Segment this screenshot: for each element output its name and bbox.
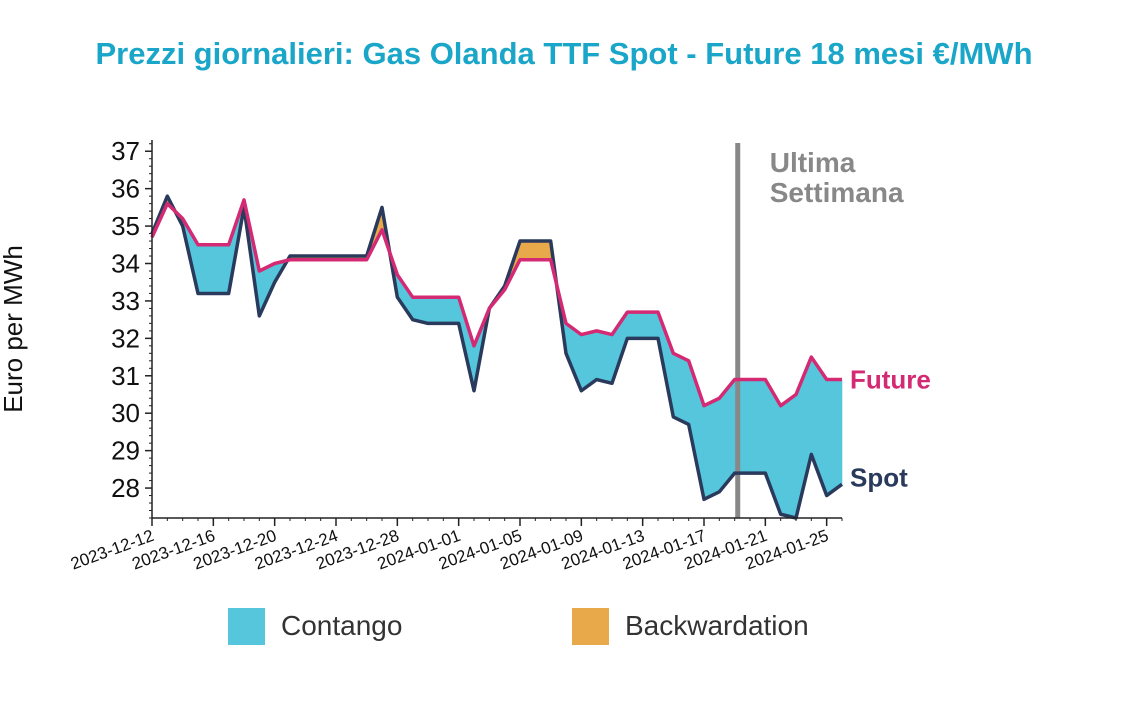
y-tick-label: 32 [111,323,140,353]
y-tick-label: 34 [111,249,140,279]
y-tick-label: 35 [111,211,140,241]
legend-swatch-backwardation [572,607,609,645]
contango-area [397,273,413,321]
contango-area [596,330,613,384]
legend-item-contango: Contango [228,607,403,645]
axes: 282930313233343536372023-12-122023-12-16… [68,136,843,574]
future-line [150,198,842,408]
y-tick-label: 37 [111,136,140,166]
y-tick-label: 33 [111,286,140,316]
contango-area [673,352,689,425]
y-tick-label: 36 [111,174,140,204]
backwardation-area [519,240,536,261]
contango-area [443,296,459,324]
contango-area [197,244,214,294]
contango-area [795,356,812,519]
series-lines [150,194,844,520]
legend-label-backwardation: Backwardation [625,610,809,641]
legend-item-backwardation: Backwardation [572,607,809,645]
contango-area [780,393,797,519]
contango-area [427,296,444,324]
contango-area [642,311,659,339]
legend-label-contango: Contango [281,610,403,641]
y-tick-label: 30 [111,398,140,428]
y-tick-label: 31 [111,361,140,391]
future-end-label: Future [850,365,931,395]
backwardation-area [535,240,551,261]
y-axis-label: Euro per MWh [0,245,28,413]
contango-area [213,244,229,294]
contango-area [749,379,766,474]
y-tick-label: 28 [111,473,140,503]
contango-area [627,311,643,339]
spot-end-label: Spot [850,462,908,492]
contango-area [826,379,843,497]
y-tick-label: 29 [111,436,140,466]
last-week-annotation-line: Ultima [770,147,856,178]
last-week-annotation-line: Settimana [770,177,904,208]
contango-area [703,397,720,500]
legend-swatch-contango [228,607,265,645]
chart-title: Prezzi giornalieri: Gas Olanda TTF Spot … [95,36,1033,71]
